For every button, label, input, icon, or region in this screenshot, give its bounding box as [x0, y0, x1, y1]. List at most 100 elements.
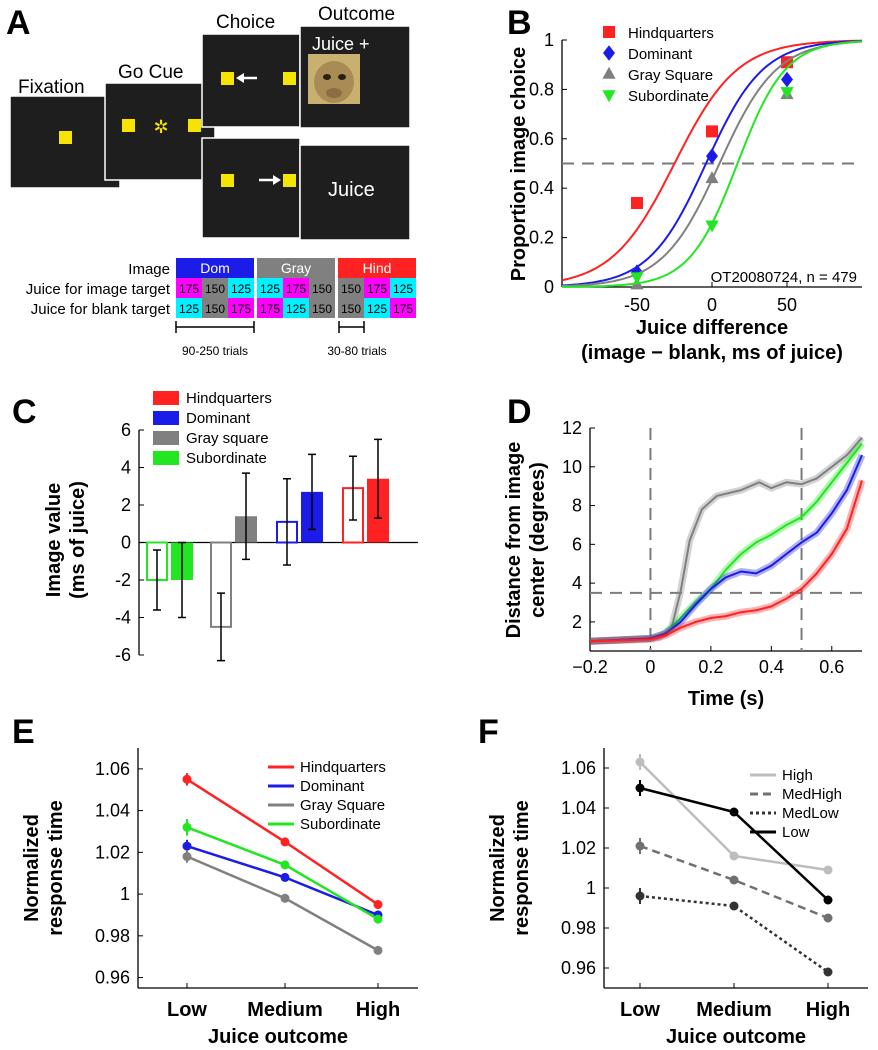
legend-label: Dominant	[186, 410, 251, 427]
data-point	[729, 901, 739, 911]
block-table: Image Juice for image target Juice for bla…	[26, 258, 416, 358]
table-cell	[338, 278, 364, 298]
table-cell	[283, 278, 309, 298]
data-point	[823, 865, 833, 875]
y-tick-label: 8	[572, 496, 582, 516]
table-cell-value: 125	[231, 282, 251, 296]
monkey-face-image	[308, 54, 360, 104]
choice-screen-blank	[201, 137, 301, 239]
table-header-label: Dom	[200, 260, 230, 276]
data-point	[182, 822, 192, 832]
table-cell	[176, 278, 202, 298]
legend-label: Subordinate	[628, 88, 709, 105]
y-tick-label: 0.6	[529, 129, 554, 149]
y-axis-label: Normalized	[21, 814, 43, 922]
y-tick-label: 1.06	[95, 759, 130, 779]
x-tick-label: High	[806, 999, 850, 1021]
legend-label: Hindquarters	[300, 759, 386, 776]
data-point	[280, 872, 290, 882]
y-tick-label: 2	[121, 495, 131, 515]
y-axis-label-2: center (degrees)	[527, 462, 549, 618]
span-right-label: 30-80 trials	[327, 344, 386, 358]
table-cell-value: 150	[341, 282, 361, 296]
y-tick-label: 6	[121, 420, 131, 440]
trace-dominant	[589, 454, 863, 643]
panel-f-letter: F	[478, 713, 499, 751]
trace-band-hindquarters	[589, 479, 866, 645]
legend-label: Gray square	[186, 430, 269, 447]
y-tick-label: 4	[572, 573, 582, 593]
x-axis-label: Juice outcome	[208, 1026, 348, 1048]
y-tick-label: 10	[562, 457, 582, 477]
choice-label: Choice	[216, 12, 275, 33]
gocue-label: Go Cue	[118, 62, 183, 83]
data-point	[635, 783, 645, 793]
panel-d: D 2 4 6 8 10 12 −0.2 0 0.2 0.4 0.6 Time (s) Distance…	[503, 393, 866, 710]
data-point	[373, 914, 383, 924]
y-tick-label: 1.04	[95, 801, 130, 821]
y-tick-label: 1	[544, 30, 554, 50]
table-cell	[228, 278, 254, 298]
juice-label: Juice	[328, 179, 375, 201]
table-row-label-image: Image	[128, 261, 170, 278]
annotation: OT20080724, n = 479	[711, 269, 857, 286]
series-line-medhigh	[639, 844, 829, 920]
panel-a: A Fixation Go Cue Choice Outcome ✲ Juice…	[6, 4, 416, 358]
table-row-label-image-target: Juice for image target	[26, 281, 171, 298]
table-cell-value: 125	[286, 302, 306, 316]
table-cell	[309, 298, 335, 318]
y-tick-label: 0.96	[95, 968, 130, 988]
panel-e-letter: E	[12, 713, 35, 751]
table-header-label: Gray	[281, 260, 311, 276]
legend-swatch	[153, 451, 179, 465]
data-point	[706, 125, 718, 138]
table-cell	[228, 298, 254, 318]
table-cell-value: 150	[205, 282, 225, 296]
span-left-label: 90-250 trials	[182, 344, 248, 358]
panel-c: C -6 -4 -2 0 2 4 6 Hindquarters Dominant Gray squ…	[12, 390, 418, 665]
y-tick-label: 1.06	[561, 758, 596, 778]
y-tick-label: 6	[572, 534, 582, 554]
data-point	[823, 913, 833, 923]
gocue-left-target	[122, 119, 135, 132]
legend-label: MedHigh	[782, 786, 842, 803]
fit-curve-hindquarters	[561, 39, 863, 282]
data-point	[705, 171, 719, 184]
table-cell-value: 125	[393, 282, 413, 296]
table-cell-value: 125	[179, 302, 199, 316]
table-cell	[257, 298, 283, 318]
table-cell	[338, 298, 364, 318]
table-cell	[176, 298, 202, 318]
legend-swatch	[153, 411, 179, 425]
data-point	[729, 875, 739, 885]
data-point	[631, 264, 643, 280]
x-tick-label: Medium	[247, 999, 323, 1021]
trace-subordinate	[589, 442, 863, 643]
table-cell-value: 150	[312, 282, 332, 296]
data-point	[780, 87, 794, 100]
x-axis-label: Juice outcome	[666, 1026, 806, 1048]
y-tick-label: 4	[121, 458, 131, 478]
table-cell	[257, 278, 283, 298]
y-tick-label: -4	[115, 608, 131, 628]
table-cell	[364, 278, 390, 298]
choice-image-right-target	[283, 72, 296, 85]
table-header-cell	[338, 258, 416, 278]
table-cell-value: 175	[231, 302, 251, 316]
legend-label: MedLow	[782, 805, 839, 822]
table-cell-value: 125	[367, 302, 387, 316]
fixation-point	[59, 131, 72, 144]
x-axis-label-2: (image − blank, ms of juice)	[581, 342, 843, 364]
data-point	[373, 900, 383, 910]
y-axis-label: Normalized	[487, 814, 509, 922]
y-tick-label: 0	[544, 277, 554, 297]
legend-label: Hindquarters	[186, 390, 272, 407]
data-point	[729, 807, 739, 817]
x-tick-label: 0.2	[698, 657, 723, 677]
data-point	[630, 272, 644, 285]
y-tick-label: 1	[586, 878, 596, 898]
data-point	[635, 841, 645, 851]
data-point	[603, 45, 615, 61]
data-point	[706, 148, 718, 164]
